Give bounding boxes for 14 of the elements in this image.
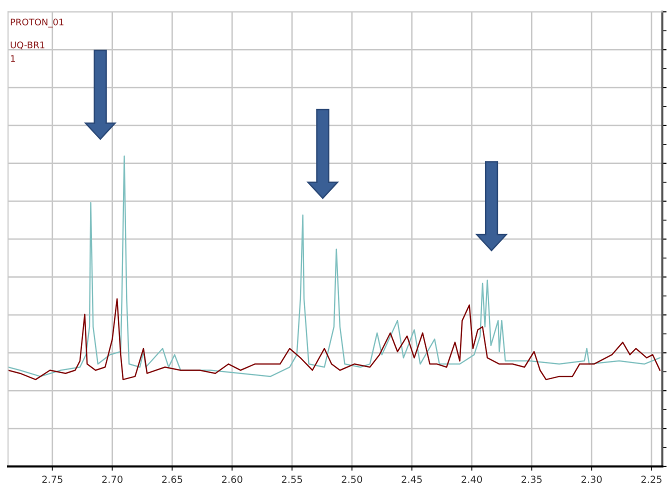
x-tick-label: 2.40 bbox=[462, 476, 482, 484]
x-tick-label: 2.35 bbox=[522, 476, 542, 484]
text: PROTON_01 bbox=[10, 18, 64, 28]
x-tick-label: 2.65 bbox=[162, 476, 182, 484]
x-tick-label: 2.45 bbox=[402, 476, 422, 484]
x-tick-label: 2.70 bbox=[102, 476, 122, 484]
x-tick-label: 2.75 bbox=[42, 476, 62, 484]
x-tick-label: 2.30 bbox=[581, 476, 602, 484]
x-tick-label: 2.50 bbox=[342, 476, 362, 484]
x-tick-label: 2.55 bbox=[282, 476, 302, 484]
text: 1 bbox=[11, 55, 15, 62]
text: UQ-BR1 bbox=[10, 41, 44, 50]
x-tick-label: 2.60 bbox=[222, 476, 242, 484]
x-tick-label: 2.25 bbox=[641, 476, 662, 484]
